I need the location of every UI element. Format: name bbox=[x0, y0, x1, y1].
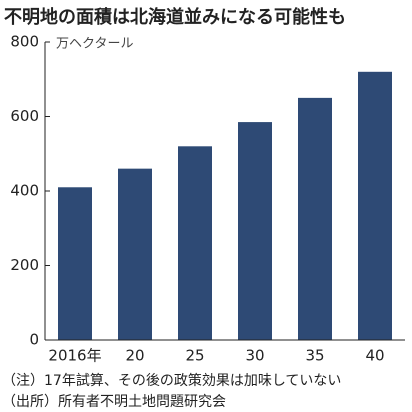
chart-title: 不明地の面積は北海道並みになる可能性も bbox=[4, 6, 346, 28]
y-tick-label: 0 bbox=[29, 331, 39, 349]
bar bbox=[178, 146, 212, 340]
x-tick-label: 20 bbox=[125, 347, 144, 365]
y-tick-label: 400 bbox=[10, 182, 39, 200]
x-tick-label: 40 bbox=[365, 347, 384, 365]
x-tick-label: 30 bbox=[245, 347, 264, 365]
bar bbox=[238, 122, 272, 341]
note: （注）17年試算、その後の政策効果は加味していない bbox=[2, 372, 341, 389]
x-tick-label: 35 bbox=[305, 347, 324, 365]
y-tick-label: 600 bbox=[10, 107, 39, 125]
x-tick-label: 2016年 bbox=[48, 347, 101, 365]
x-tick-label: 25 bbox=[185, 347, 204, 365]
bar bbox=[298, 97, 332, 340]
bar bbox=[118, 168, 152, 340]
y-tick-label: 800 bbox=[10, 33, 39, 51]
source: （出所）所有者不明土地問題研究会 bbox=[2, 394, 226, 410]
bar bbox=[358, 71, 392, 341]
bar bbox=[58, 187, 92, 340]
y-tick-label: 200 bbox=[10, 256, 39, 274]
y-axis-unit: 万ヘクタール bbox=[56, 37, 133, 52]
